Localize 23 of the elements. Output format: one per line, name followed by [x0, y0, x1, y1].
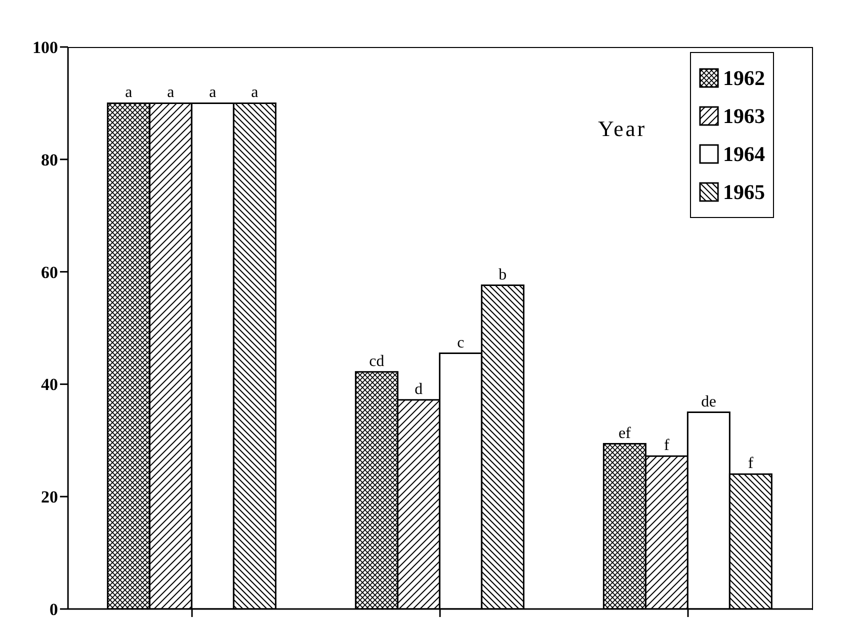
y-tick-label: 60 [41, 262, 58, 282]
data-label: ef [618, 424, 632, 442]
data-label: b [498, 266, 507, 284]
y-tick-label: 20 [41, 488, 58, 507]
data-label: f [748, 455, 754, 472]
data-label: cd [369, 352, 384, 370]
data-label: f [664, 437, 670, 454]
legend-label: 1965 [723, 180, 765, 204]
legend-label: 1964 [723, 142, 765, 166]
y-tick-label: 80 [41, 150, 58, 170]
data-label: d [414, 380, 423, 398]
legend-label: 1962 [723, 66, 765, 90]
y-tick-label: 0 [50, 600, 58, 620]
data-label: a [167, 84, 174, 102]
data-label: a [251, 84, 258, 102]
legend-title: Year [598, 116, 647, 142]
data-label: a [125, 84, 132, 102]
legend-label: 1963 [723, 104, 765, 128]
data-label: c [457, 334, 464, 352]
y-tick-label: 40 [41, 375, 58, 394]
data-label: de [701, 393, 716, 410]
y-tick-label: 100 [32, 38, 58, 58]
data-label: a [209, 84, 216, 102]
